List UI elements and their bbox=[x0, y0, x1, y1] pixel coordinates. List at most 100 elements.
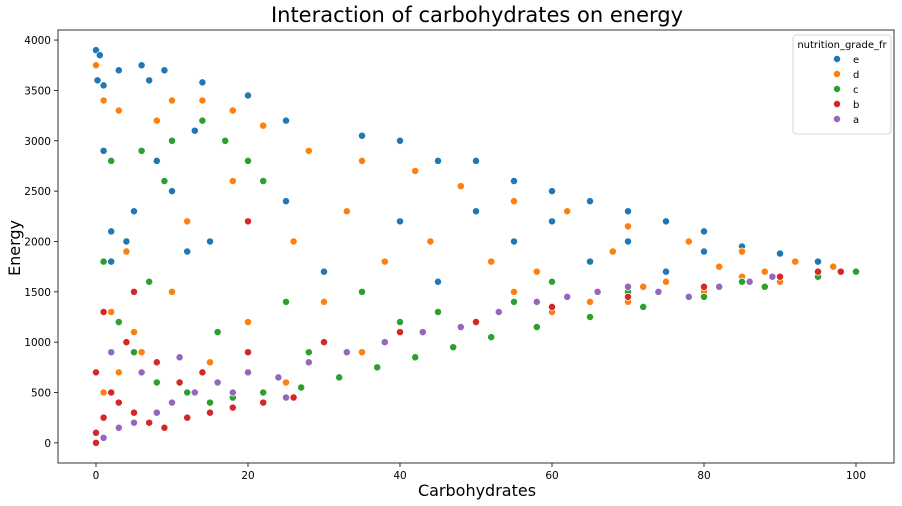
legend-box bbox=[792, 34, 892, 135]
data-point bbox=[563, 292, 572, 301]
data-point bbox=[107, 227, 116, 236]
data-point bbox=[183, 413, 192, 422]
data-point bbox=[92, 438, 100, 447]
data-point bbox=[107, 388, 116, 397]
x-axis: 0 20 40 60 80 100 bbox=[93, 463, 866, 482]
data-point bbox=[206, 408, 214, 417]
data-point bbox=[342, 348, 351, 357]
data-point bbox=[114, 398, 123, 407]
data-point bbox=[190, 126, 199, 135]
data-point bbox=[114, 423, 123, 432]
data-point bbox=[510, 287, 518, 296]
y-axis: 0 500 1000 1500 2000 2500 3000 3500 4000 bbox=[24, 35, 58, 450]
data-point bbox=[814, 267, 822, 276]
data-point bbox=[487, 333, 496, 342]
data-point bbox=[259, 388, 268, 397]
data-point bbox=[206, 237, 214, 246]
data-point bbox=[836, 267, 845, 276]
data-point bbox=[228, 177, 237, 185]
legend-marker bbox=[833, 85, 841, 93]
data-point bbox=[130, 287, 138, 296]
legend-marker bbox=[833, 70, 841, 78]
data-point bbox=[776, 272, 784, 281]
data-point bbox=[396, 217, 404, 226]
data-point bbox=[320, 267, 328, 276]
x-tick-label: 100 bbox=[846, 470, 866, 482]
y-tick-label: 2500 bbox=[24, 186, 51, 198]
data-point bbox=[738, 277, 746, 286]
y-tick-label: 4000 bbox=[24, 35, 51, 47]
data-point bbox=[95, 51, 104, 60]
data-point bbox=[586, 257, 594, 266]
data-point bbox=[282, 378, 290, 387]
data-point bbox=[289, 237, 298, 246]
data-point bbox=[289, 393, 298, 402]
data-point bbox=[662, 267, 670, 276]
y-tick-label: 1000 bbox=[24, 337, 51, 349]
data-point bbox=[586, 197, 594, 206]
data-point bbox=[342, 207, 351, 216]
data-point bbox=[183, 388, 192, 397]
data-point bbox=[472, 318, 480, 326]
data-point bbox=[130, 408, 138, 417]
data-point bbox=[282, 297, 290, 306]
data-point bbox=[114, 318, 123, 326]
data-point bbox=[152, 156, 161, 165]
data-point bbox=[160, 66, 169, 75]
data-point bbox=[700, 247, 708, 256]
data-point bbox=[198, 116, 207, 125]
data-point bbox=[198, 78, 207, 87]
data-point bbox=[608, 247, 617, 256]
data-point bbox=[152, 378, 161, 387]
data-point bbox=[206, 398, 214, 407]
data-point bbox=[380, 257, 389, 266]
data-point bbox=[700, 227, 708, 236]
data-point bbox=[107, 257, 116, 266]
data-point bbox=[654, 287, 663, 296]
data-point bbox=[411, 167, 420, 175]
data-point bbox=[715, 262, 724, 271]
data-point bbox=[259, 398, 268, 407]
data-point bbox=[168, 187, 176, 196]
data-point bbox=[532, 267, 541, 276]
data-point bbox=[228, 106, 237, 115]
data-point bbox=[304, 358, 313, 367]
data-point bbox=[434, 277, 442, 286]
data-point bbox=[738, 247, 746, 256]
data-point bbox=[449, 343, 458, 352]
legend-title: nutrition_grade_fr bbox=[797, 40, 887, 51]
data-point bbox=[244, 91, 252, 100]
data-point bbox=[244, 156, 252, 165]
data-point bbox=[456, 323, 465, 332]
y-axis-label: Energy bbox=[5, 220, 24, 276]
data-point bbox=[145, 76, 154, 85]
data-point bbox=[548, 187, 556, 196]
data-point bbox=[829, 262, 838, 271]
data-point bbox=[358, 287, 366, 296]
data-point bbox=[548, 217, 556, 226]
data-point bbox=[244, 318, 252, 326]
data-point bbox=[586, 313, 594, 321]
data-point bbox=[213, 328, 222, 337]
data-point bbox=[548, 277, 556, 286]
data-point bbox=[206, 358, 214, 367]
legend-entry-label: c bbox=[853, 85, 859, 96]
data-point bbox=[456, 182, 465, 191]
x-tick-label: 80 bbox=[697, 470, 710, 482]
x-tick-label: 0 bbox=[93, 470, 100, 482]
data-point bbox=[190, 388, 199, 397]
data-point bbox=[700, 292, 708, 301]
data-point bbox=[274, 373, 283, 382]
data-point bbox=[93, 76, 102, 85]
data-point bbox=[418, 328, 427, 337]
x-tick-label: 20 bbox=[241, 470, 254, 482]
data-point bbox=[487, 257, 496, 266]
x-axis-label: Carbohydrates bbox=[418, 481, 536, 500]
data-point bbox=[396, 318, 404, 326]
data-point bbox=[99, 146, 108, 155]
data-point bbox=[472, 156, 480, 165]
data-point bbox=[244, 348, 252, 357]
legend-marker bbox=[833, 115, 841, 123]
y-tick-label: 2000 bbox=[24, 236, 51, 248]
